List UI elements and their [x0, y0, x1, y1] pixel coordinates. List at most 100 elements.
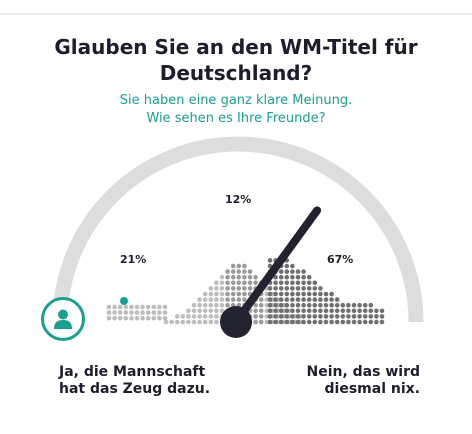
vote-dot-middle: [202, 297, 208, 302]
vote-dot-middle: [230, 297, 236, 302]
vote-dot-no: [290, 269, 295, 274]
vote-dot-no: [368, 308, 374, 314]
vote-dot-middle: [258, 314, 264, 319]
vote-dot-middle: [180, 314, 186, 319]
vote-dot-yes: [112, 310, 117, 315]
vote-dot-no: [306, 308, 312, 314]
vote-dot-no: [351, 319, 357, 325]
vote-dot-no: [340, 308, 346, 314]
vote-dot-no: [295, 302, 301, 308]
answer-yes[interactable]: Ja, die Mannschaft hat das Zeug dazu.: [59, 364, 210, 398]
vote-dot-no: [284, 291, 290, 297]
answer-yes-line2: hat das Zeug dazu.: [59, 381, 211, 397]
vote-dot-no: [323, 297, 329, 302]
vote-dot-middle: [219, 274, 225, 280]
vote-dot-middle: [242, 274, 247, 280]
vote-dot-middle: [197, 308, 202, 314]
vote-dot-no: [290, 280, 295, 286]
vote-dot-no: [374, 319, 379, 325]
vote-dot-yes: [129, 310, 134, 315]
no-percent-label: 67%: [327, 253, 354, 266]
vote-dot-no: [340, 302, 346, 308]
vote-dot-no: [290, 286, 295, 291]
yes-vote-button[interactable]: [41, 297, 85, 341]
vote-dot-middle: [219, 291, 225, 297]
vote-dot-no: [278, 308, 284, 314]
vote-dot-middle: [225, 302, 230, 308]
vote-dot-middle: [214, 291, 219, 297]
vote-dot-middle: [163, 319, 169, 325]
vote-dot-no: [301, 319, 306, 325]
vote-dot-no: [379, 308, 385, 314]
vote-dot-no: [278, 269, 284, 274]
vote-dot-no: [290, 314, 295, 319]
vote-dot-yes: [134, 310, 140, 315]
vote-dot-middle: [219, 297, 225, 302]
vote-dot-no: [329, 319, 334, 325]
vote-dot-no: [334, 297, 340, 302]
vote-dot-no: [301, 291, 306, 297]
vote-dot-no: [278, 319, 284, 325]
vote-dot-yes: [117, 304, 123, 310]
vote-dot-middle: [202, 319, 208, 325]
vote-dot-middle: [214, 286, 219, 291]
vote-dot-no: [301, 302, 306, 308]
vote-dot-no: [379, 314, 385, 319]
vote-dot-middle: [186, 319, 191, 325]
vote-dot-no: [278, 302, 284, 308]
vote-dot-middle: [208, 291, 214, 297]
vote-dot-middle: [208, 314, 214, 319]
vote-dot-yes: [145, 315, 151, 321]
vote-dot-no: [374, 314, 379, 319]
vote-dot-no: [278, 274, 284, 280]
vote-dot-no: [362, 314, 368, 319]
vote-dot-middle: [253, 319, 258, 325]
vote-dot-no: [329, 308, 334, 314]
poll-subtitle: Sie haben eine ganz klare Meinung. Wie s…: [0, 92, 472, 128]
vote-dot-yes: [151, 304, 157, 310]
vote-dot-middle: [202, 314, 208, 319]
vote-dot-no: [290, 291, 295, 297]
vote-dot-no: [318, 297, 323, 302]
vote-dot-no: [318, 286, 323, 291]
vote-dot-middle: [236, 286, 242, 291]
middle-percent-label: 12%: [225, 193, 252, 206]
vote-dot-middle: [242, 280, 247, 286]
vote-dot-no: [346, 302, 351, 308]
vote-dot-no: [284, 286, 290, 291]
vote-dot-no: [323, 291, 329, 297]
top-divider: [0, 13, 472, 15]
vote-dot-no: [273, 297, 278, 302]
vote-dot-no: [357, 308, 362, 314]
vote-dot-middle: [208, 286, 214, 291]
vote-dot-middle: [253, 308, 258, 314]
vote-dot-no: [284, 302, 290, 308]
vote-dot-middle: [225, 269, 230, 274]
vote-dot-no: [290, 263, 295, 269]
vote-dot-no: [323, 302, 329, 308]
vote-dot-no: [312, 280, 318, 286]
vote-dot-yes: [151, 310, 157, 315]
vote-dot-no: [368, 302, 374, 308]
vote-dot-no: [273, 314, 278, 319]
vote-dot-middle: [219, 308, 225, 314]
vote-dot-yes: [129, 304, 134, 310]
vote-dot-middle: [225, 291, 230, 297]
vote-dot-no: [284, 263, 290, 269]
vote-dot-no: [329, 302, 334, 308]
vote-dot-no: [346, 319, 351, 325]
vote-dot-no: [312, 286, 318, 291]
vote-dot-no: [312, 308, 318, 314]
answer-no-line2: diesmal nix.: [324, 381, 420, 397]
vote-dot-no: [284, 319, 290, 325]
answer-no[interactable]: Nein, das wird diesmal nix.: [306, 364, 420, 398]
vote-dot-middle: [258, 297, 264, 302]
vote-dot-yes: [134, 315, 140, 321]
vote-dot-no: [306, 280, 312, 286]
vote-dot-middle: [230, 269, 236, 274]
vote-dot-yes: [145, 310, 151, 315]
vote-dot-no: [278, 314, 284, 319]
vote-dot-no: [362, 302, 368, 308]
vote-dot-no: [306, 291, 312, 297]
vote-dot-no: [323, 314, 329, 319]
